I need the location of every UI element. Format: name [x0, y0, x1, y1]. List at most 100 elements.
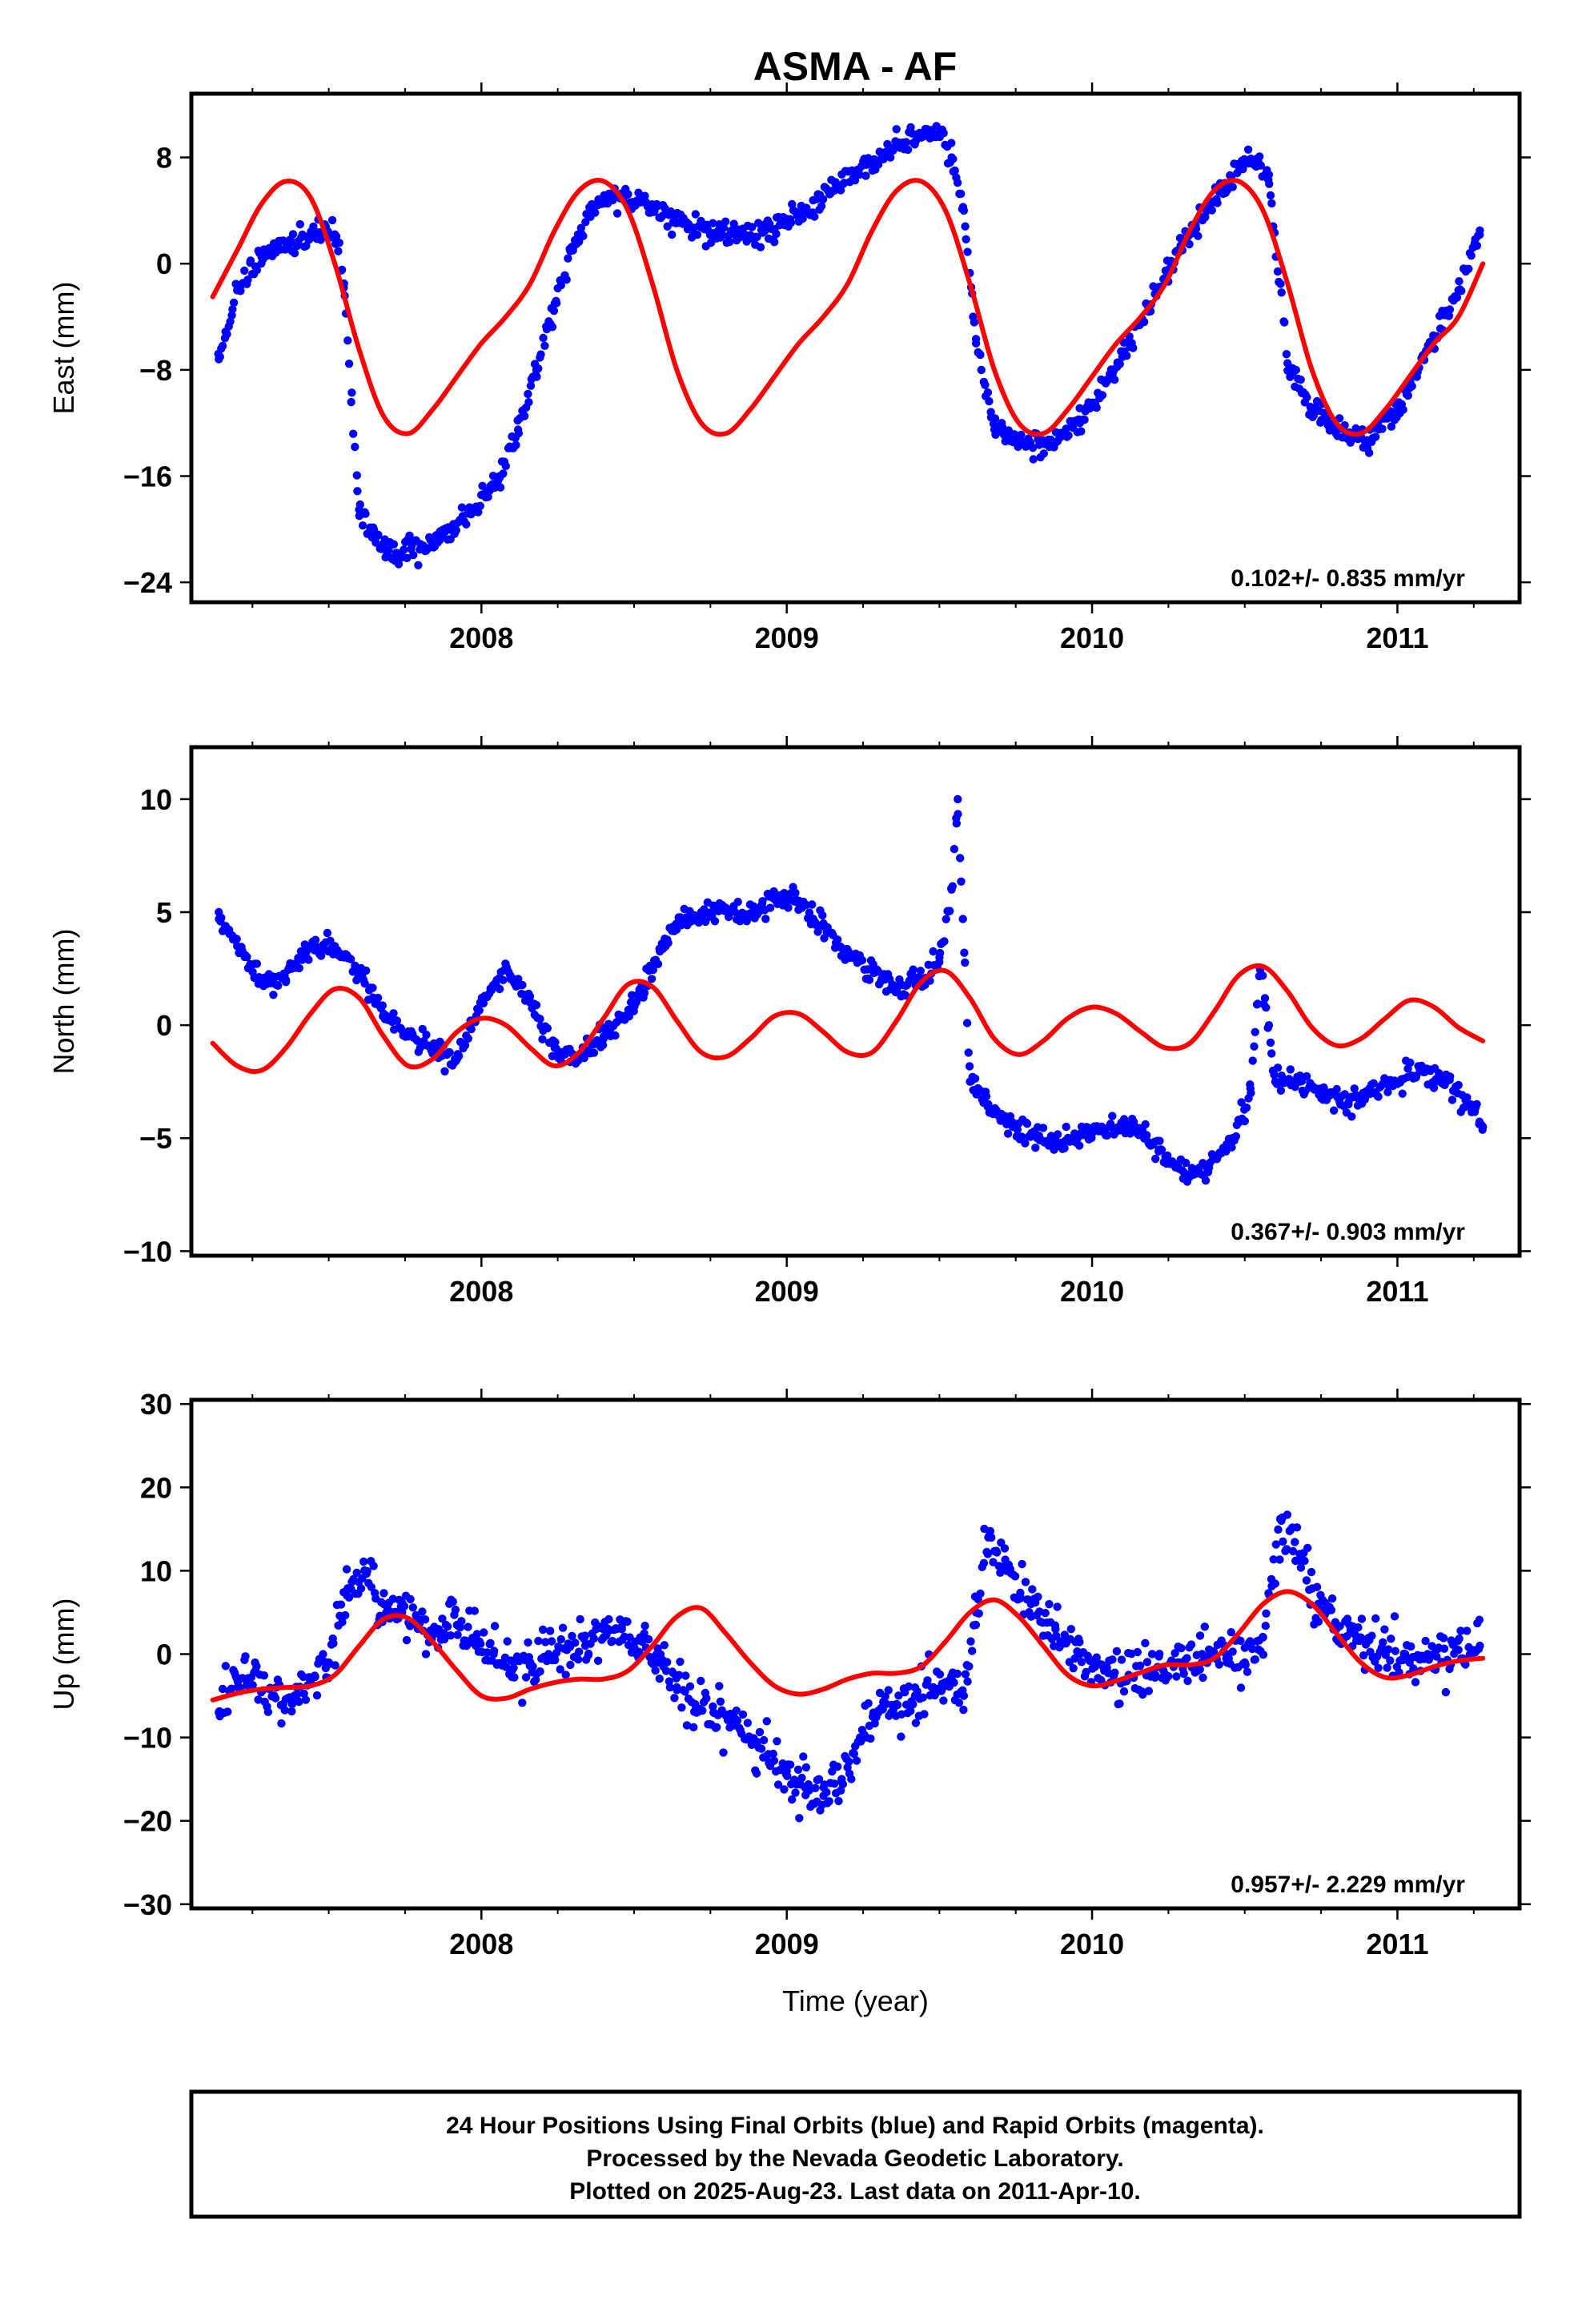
observation-point: [1262, 1003, 1271, 1012]
observation-point: [373, 531, 382, 541]
observation-point: [709, 219, 717, 227]
observation-point: [405, 531, 414, 540]
observation-point: [422, 1031, 431, 1039]
observation-point: [1227, 1628, 1236, 1637]
observation-point: [962, 1019, 972, 1027]
observation-point: [1142, 1131, 1151, 1140]
observation-point: [1286, 1065, 1295, 1074]
observation-point: [673, 919, 681, 928]
observation-point: [1276, 1086, 1286, 1096]
observation-point: [833, 935, 842, 944]
observation-point: [524, 398, 533, 407]
footer-line-2: Processed by the Nevada Geodetic Laborat…: [586, 2145, 1123, 2172]
x-tick-label: 2008: [449, 1275, 513, 1308]
observation-point: [845, 1757, 853, 1766]
observation-point: [329, 1638, 338, 1648]
observation-point: [651, 1666, 660, 1675]
observation-point: [1350, 1084, 1359, 1093]
observation-point: [868, 964, 877, 973]
observation-point: [850, 176, 860, 185]
observation-point: [1271, 1540, 1281, 1549]
observation-point: [299, 1689, 308, 1698]
observation-point: [221, 1662, 231, 1671]
observation-point: [1296, 375, 1305, 384]
x-tick-label: 2010: [1060, 1928, 1124, 1960]
observation-point: [685, 1682, 695, 1691]
observation-point: [440, 1067, 449, 1076]
observation-point: [904, 1682, 913, 1691]
observation-point: [489, 1650, 498, 1659]
observation-point: [719, 1748, 728, 1757]
observation-point: [263, 1707, 273, 1716]
observation-point: [968, 1647, 977, 1655]
observation-point: [770, 238, 779, 247]
observation-point: [681, 1671, 690, 1680]
observation-point: [548, 323, 557, 332]
observation-point: [471, 1633, 480, 1642]
observation-point: [873, 1708, 883, 1717]
observation-point: [416, 545, 425, 553]
observation-point: [837, 1775, 846, 1783]
observation-point: [721, 903, 730, 912]
observation-point: [1240, 159, 1250, 169]
east-model-curve: [210, 178, 1486, 437]
observation-point: [1277, 288, 1286, 297]
observation-point: [541, 1638, 550, 1647]
observation-point: [856, 1733, 865, 1742]
observation-point: [1108, 1655, 1117, 1664]
observation-point: [1327, 1594, 1337, 1603]
observation-point: [551, 1655, 560, 1665]
observation-point: [232, 935, 241, 943]
observation-point: [640, 191, 649, 200]
east-panel: 2008 2009 2010 2011 −24 −16 −8 0 8 East (mm) 0.102…: [47, 82, 1531, 654]
observation-point: [388, 1594, 398, 1603]
observation-point: [691, 1699, 700, 1709]
observation-point: [215, 1708, 223, 1717]
observation-point: [342, 1565, 351, 1574]
observation-point: [1302, 1576, 1311, 1585]
observation-point: [1045, 442, 1054, 452]
observation-point: [257, 975, 266, 984]
observation-point: [379, 1599, 388, 1609]
observation-point: [556, 1634, 565, 1644]
observation-point: [849, 1749, 859, 1759]
observation-point: [957, 877, 966, 887]
observation-point: [1177, 1643, 1186, 1653]
observation-point: [697, 216, 705, 226]
observation-point: [911, 1719, 921, 1727]
observation-point: [1312, 1582, 1322, 1591]
observation-point: [352, 471, 361, 480]
observation-point: [1439, 1644, 1449, 1653]
observation-point: [982, 1092, 991, 1101]
observation-point: [355, 512, 363, 521]
observation-point: [865, 975, 874, 984]
observation-point: [580, 1641, 590, 1651]
observation-point: [1179, 1168, 1188, 1176]
observation-point: [950, 845, 959, 854]
observation-point: [770, 890, 779, 899]
observation-point: [316, 235, 325, 244]
observation-point: [1354, 1623, 1363, 1632]
observation-point: [584, 1649, 593, 1659]
observation-point: [510, 1673, 519, 1682]
observation-point: [1271, 1077, 1280, 1086]
observation-point: [347, 397, 355, 407]
observation-point: [556, 1665, 564, 1674]
observation-point: [251, 1667, 260, 1675]
observation-point: [1327, 1606, 1336, 1614]
observation-point: [906, 1707, 915, 1715]
observation-point: [1195, 1631, 1205, 1640]
observation-point: [909, 1700, 917, 1709]
observation-point: [866, 1734, 875, 1743]
observation-point: [954, 1699, 964, 1707]
observation-point: [675, 1671, 684, 1679]
observation-point: [813, 927, 822, 936]
observation-point: [942, 915, 950, 924]
observation-point: [709, 1702, 717, 1711]
observation-point: [1155, 1650, 1164, 1659]
observation-point: [1296, 1563, 1306, 1572]
observation-point: [576, 1614, 584, 1624]
observation-point: [452, 1620, 461, 1630]
observation-point: [640, 1622, 649, 1630]
observation-point: [1411, 1678, 1420, 1687]
